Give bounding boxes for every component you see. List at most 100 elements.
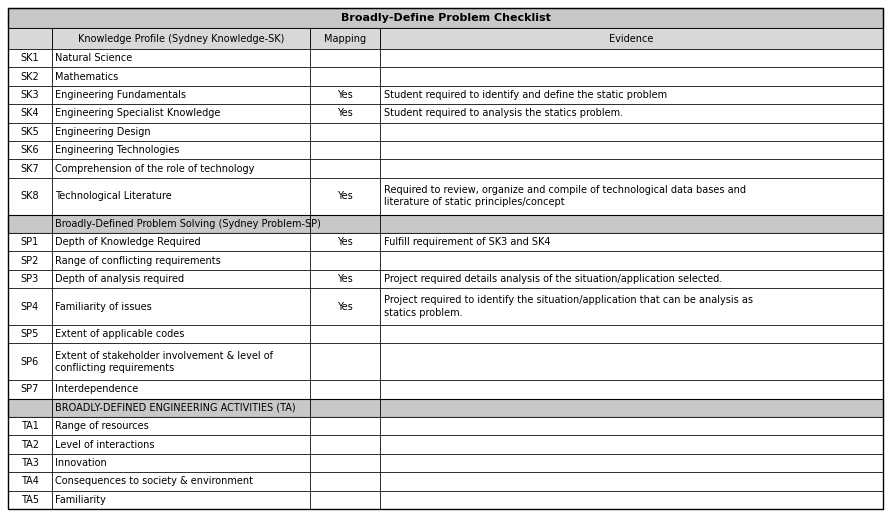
Bar <box>380 178 883 215</box>
Bar <box>52 178 310 215</box>
Text: Yes: Yes <box>337 274 353 284</box>
Text: TA5: TA5 <box>20 495 39 505</box>
Bar <box>380 380 883 399</box>
Bar <box>310 454 380 472</box>
Text: SK1: SK1 <box>20 53 39 63</box>
Bar <box>8 49 52 67</box>
Bar <box>310 159 380 178</box>
Bar <box>8 104 52 123</box>
Text: Extent of stakeholder involvement & level of
conflicting requirements: Extent of stakeholder involvement & leve… <box>54 351 273 373</box>
Text: Engineering Technologies: Engineering Technologies <box>54 145 179 155</box>
Bar <box>380 325 883 343</box>
Text: SP7: SP7 <box>20 384 39 394</box>
Bar <box>310 86 380 104</box>
Bar <box>8 454 52 472</box>
Text: BROADLY-DEFINED ENGINEERING ACTIVITIES (TA): BROADLY-DEFINED ENGINEERING ACTIVITIES (… <box>54 403 296 413</box>
Text: Broadly-Define Problem Checklist: Broadly-Define Problem Checklist <box>340 13 551 23</box>
Bar <box>52 288 310 325</box>
Text: Evidence: Evidence <box>609 34 654 43</box>
Bar <box>310 123 380 141</box>
Bar <box>380 435 883 454</box>
Text: SP1: SP1 <box>20 237 39 247</box>
Bar <box>8 123 52 141</box>
Text: Mapping: Mapping <box>323 34 366 43</box>
Text: SP5: SP5 <box>20 329 39 339</box>
Bar <box>8 491 52 509</box>
Bar <box>380 104 883 123</box>
Text: Engineering Design: Engineering Design <box>54 127 151 136</box>
Bar <box>380 270 883 288</box>
Text: Broadly-Defined Problem Solving (Sydney Problem-SP): Broadly-Defined Problem Solving (Sydney … <box>54 219 321 229</box>
Text: TA3: TA3 <box>20 458 39 468</box>
Text: Fulfill requirement of SK3 and SK4: Fulfill requirement of SK3 and SK4 <box>384 237 551 247</box>
Bar <box>52 86 310 104</box>
Bar <box>380 28 883 49</box>
Bar <box>380 67 883 86</box>
Text: Engineering Fundamentals: Engineering Fundamentals <box>54 90 185 100</box>
Bar <box>52 251 310 270</box>
Bar <box>52 233 310 251</box>
Text: Consequences to society & environment: Consequences to society & environment <box>54 476 253 486</box>
Bar <box>52 325 310 343</box>
Text: Yes: Yes <box>337 191 353 201</box>
Bar <box>310 67 380 86</box>
Text: TA1: TA1 <box>20 421 39 431</box>
Bar <box>8 67 52 86</box>
Bar <box>310 270 380 288</box>
Bar <box>8 380 52 399</box>
Bar <box>8 86 52 104</box>
Text: SK3: SK3 <box>20 90 39 100</box>
Bar <box>8 178 52 215</box>
Text: Student required to identify and define the static problem: Student required to identify and define … <box>384 90 667 100</box>
Bar <box>52 159 310 178</box>
Bar <box>310 435 380 454</box>
Bar <box>310 141 380 159</box>
Bar <box>310 417 380 435</box>
Bar <box>310 49 380 67</box>
Bar <box>52 380 310 399</box>
Bar <box>380 343 883 380</box>
Bar <box>8 435 52 454</box>
Bar <box>52 141 310 159</box>
Bar <box>52 491 310 509</box>
Bar <box>310 472 380 491</box>
Text: Natural Science: Natural Science <box>54 53 132 63</box>
Bar <box>310 343 380 380</box>
Text: Knowledge Profile (Sydney Knowledge-SK): Knowledge Profile (Sydney Knowledge-SK) <box>78 34 284 43</box>
Bar <box>8 233 52 251</box>
Bar <box>8 399 883 417</box>
Bar <box>310 104 380 123</box>
Text: SP4: SP4 <box>20 301 39 312</box>
Bar <box>52 435 310 454</box>
Text: Yes: Yes <box>337 90 353 100</box>
Text: Innovation: Innovation <box>54 458 107 468</box>
Bar <box>8 288 52 325</box>
Text: Yes: Yes <box>337 237 353 247</box>
Bar <box>8 28 52 49</box>
Text: Required to review, organize and compile of technological data bases and
literat: Required to review, organize and compile… <box>384 185 746 207</box>
Text: Student required to analysis the statics problem.: Student required to analysis the statics… <box>384 109 623 118</box>
Text: SK4: SK4 <box>20 109 39 118</box>
Bar <box>8 472 52 491</box>
Bar <box>8 159 52 178</box>
Bar <box>52 270 310 288</box>
Bar <box>380 454 883 472</box>
Bar <box>380 417 883 435</box>
Bar <box>52 28 310 49</box>
Bar <box>8 325 52 343</box>
Bar <box>310 288 380 325</box>
Bar <box>380 233 883 251</box>
Text: Technological Literature: Technological Literature <box>54 191 171 201</box>
Bar <box>52 104 310 123</box>
Text: Familiarity: Familiarity <box>54 495 106 505</box>
Bar <box>52 343 310 380</box>
Bar <box>380 49 883 67</box>
Bar <box>310 380 380 399</box>
Text: SK8: SK8 <box>20 191 39 201</box>
Text: SK5: SK5 <box>20 127 39 136</box>
Text: Project required to identify the situation/application that can be analysis as
s: Project required to identify the situati… <box>384 295 753 318</box>
Text: SP3: SP3 <box>20 274 39 284</box>
Bar <box>52 49 310 67</box>
Text: Yes: Yes <box>337 301 353 312</box>
Bar <box>380 123 883 141</box>
